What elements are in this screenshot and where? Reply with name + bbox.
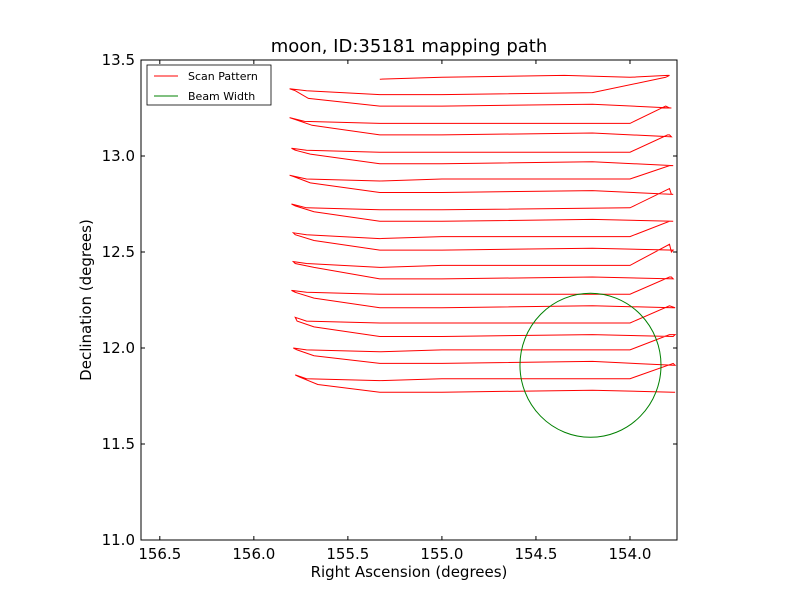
x-tick-label: 155.0 — [420, 545, 463, 563]
x-axis-title: Right Ascension (degrees) — [311, 563, 508, 581]
x-tick-label: 154.5 — [514, 545, 557, 563]
data-layer — [289, 74, 677, 438]
y-tick-label: 11.5 — [102, 435, 135, 453]
chart-title: moon, ID:35181 mapping path — [271, 36, 548, 57]
plot-area — [141, 60, 677, 540]
y-tick-label: 13.0 — [102, 147, 135, 165]
y-tick-label: 12.5 — [102, 243, 135, 261]
legend-label-scan-pattern: Scan Pattern — [188, 70, 258, 83]
legend-label-beam-width: Beam Width — [188, 90, 255, 103]
x-tick-label: 156.0 — [232, 545, 275, 563]
y-tick-label: 11.0 — [102, 531, 135, 549]
y-tick-label: 13.5 — [102, 51, 135, 69]
legend-box — [146, 64, 272, 106]
beam-width-circle — [519, 292, 662, 438]
x-axis-ticks: 156.5 156.0 155.5 155.0 154.5 154.0 — [138, 60, 651, 563]
x-tick-label: 154.0 — [609, 545, 652, 563]
scan-pattern-line — [289, 74, 677, 393]
x-tick-label: 155.5 — [326, 545, 369, 563]
y-axis-ticks: 11.0 11.5 12.0 12.5 13.0 13.5 — [102, 51, 677, 549]
x-tick-label: 156.5 — [138, 545, 181, 563]
y-axis-title: Declination (degrees) — [77, 219, 95, 381]
y-tick-label: 12.0 — [102, 339, 135, 357]
legend: Scan Pattern Beam Width — [146, 64, 272, 106]
plot-frame — [140, 59, 678, 541]
